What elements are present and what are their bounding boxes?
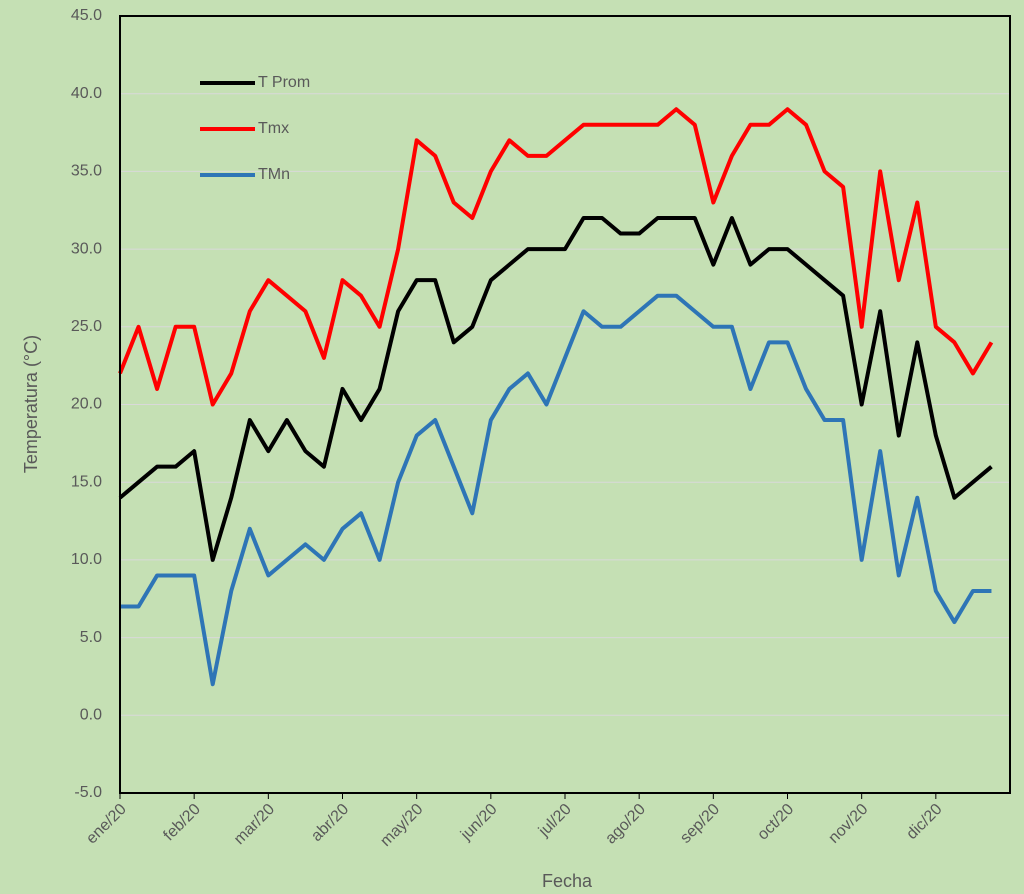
x-tick-label: jul/20	[535, 801, 575, 841]
y-tick-label: 20.0	[71, 396, 102, 413]
y-tick-label: 5.0	[80, 629, 102, 646]
legend-label: T Prom	[258, 74, 310, 91]
y-tick-label: 30.0	[71, 240, 102, 257]
series-line	[118, 216, 993, 562]
x-tick-label: oct/20	[754, 801, 797, 844]
y-axis-label: Temperatura (°C)	[21, 335, 41, 473]
x-tick-label: abr/20	[308, 801, 352, 845]
y-tick-label: 15.0	[71, 473, 102, 490]
series-line	[118, 107, 994, 407]
x-tick-label: nov/20	[825, 801, 871, 847]
y-tick-label: 25.0	[71, 318, 102, 335]
x-axis-label: Fecha	[542, 871, 593, 891]
x-tick-label: may/20	[377, 801, 426, 850]
legend-label: TMn	[258, 166, 290, 183]
y-tick-label: 0.0	[80, 707, 102, 724]
y-tick-label: 35.0	[71, 163, 102, 180]
x-tick-label: ago/20	[602, 801, 649, 848]
y-tick-label: -5.0	[74, 784, 102, 801]
x-tick-label: mar/20	[231, 801, 278, 848]
legend-label: Tmx	[258, 120, 289, 137]
series-line	[120, 293, 992, 687]
y-tick-label: 40.0	[71, 85, 102, 102]
x-tick-label: jun/20	[457, 801, 501, 845]
x-tick-label: sep/20	[677, 801, 723, 847]
x-tick-label: ene/20	[83, 801, 130, 848]
x-tick-label: dic/20	[903, 801, 945, 843]
x-tick-label: feb/20	[161, 801, 205, 845]
y-tick-label: 45.0	[71, 7, 102, 24]
plot-frame	[119, 15, 1011, 794]
y-tick-label: 10.0	[71, 551, 102, 568]
